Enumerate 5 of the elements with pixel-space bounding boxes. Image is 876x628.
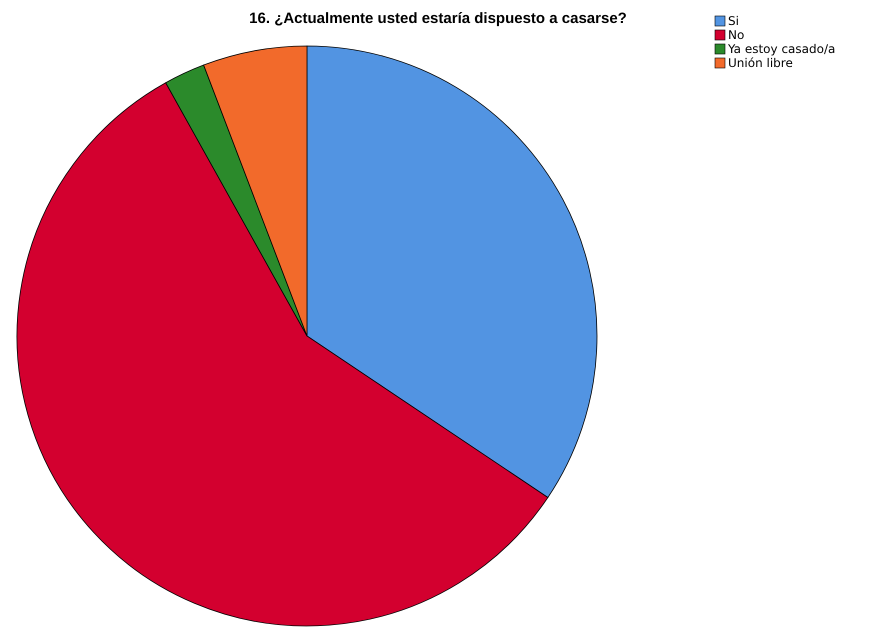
legend-label: Si (728, 14, 739, 28)
legend-label: No (728, 28, 744, 42)
legend-label: Ya estoy casado/a (727, 42, 836, 56)
chart-title: 16. ¿Actualmente usted estaría dispuesto a casarse? (249, 10, 627, 27)
legend-label: Unión libre (728, 56, 793, 70)
